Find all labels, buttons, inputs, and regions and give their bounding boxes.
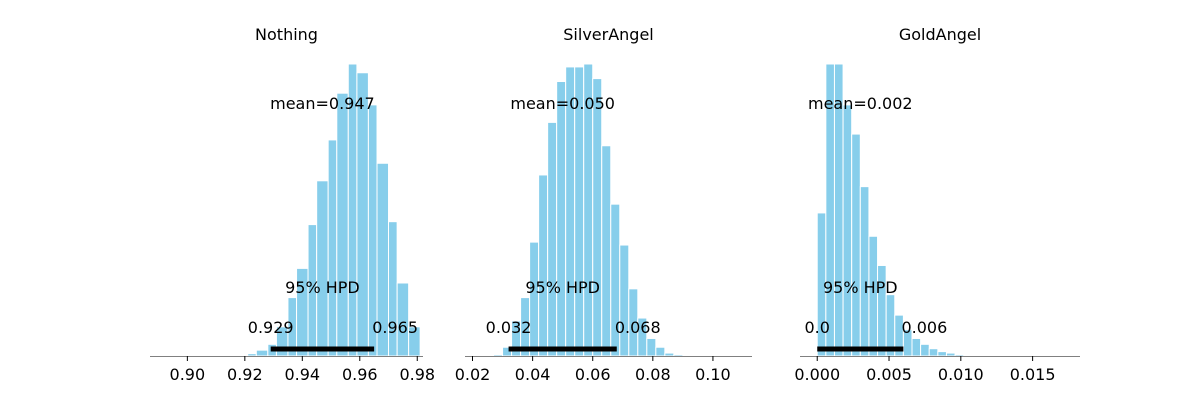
histogram-bar: [336, 92, 349, 357]
mean-label: mean=0.947: [270, 94, 375, 113]
x-tick-label: 0.06: [575, 365, 611, 384]
histogram-bar: [945, 352, 956, 357]
histogram-bar: [255, 349, 269, 357]
hpd-high-label: 0.068: [615, 318, 661, 337]
histogram-bar: [327, 139, 338, 357]
hpd-high-label: 0.965: [372, 318, 418, 337]
histogram-bar: [664, 352, 675, 357]
panel-silverangel: SilverAngel 0.02 0.04 0.06 0.08 0.10 mean=0.05…: [455, 25, 752, 384]
histogram-bar: [247, 353, 257, 357]
histogram-bar: [954, 354, 965, 357]
histogram-bar: [859, 186, 870, 357]
x-tick-label: 0.015: [1010, 365, 1056, 384]
hpd-low-label: 0.032: [486, 318, 532, 337]
x-tick-label: 0.92: [227, 365, 263, 384]
x-tick-label: 0.02: [455, 365, 491, 384]
histogram-bar: [673, 354, 684, 357]
histogram-bar: [928, 348, 939, 357]
panel-goldangel: GoldAngel 0.000 0.005 0.010 0.015 mean=0.002 9…: [794, 25, 1080, 384]
x-tick-label: 0.96: [342, 365, 378, 384]
panel-title: SilverAngel: [563, 25, 653, 44]
histogram-bar: [911, 337, 922, 357]
x-tick-label: 0.10: [695, 365, 731, 384]
histogram-bar: [556, 81, 567, 357]
x-tick-label: 0.08: [635, 365, 671, 384]
histogram-bar: [356, 72, 369, 357]
histogram-bar: [655, 346, 666, 357]
histogram-bar: [538, 174, 549, 357]
hpd-low-label: 0.0: [805, 318, 830, 337]
x-tick-label: 0.94: [284, 365, 320, 384]
histogram-bar: [937, 351, 947, 357]
histogram-bar: [235, 354, 249, 357]
x-tick-label: 0.005: [866, 365, 912, 384]
histogram-bar: [920, 343, 930, 357]
x-tick-label: 0.98: [399, 365, 435, 384]
histogram-bar: [529, 241, 540, 357]
histogram-bar: [592, 78, 603, 357]
histogram-bar: [316, 180, 329, 357]
panel-nothing: Nothing 0.90 0.92 0.94 0.96 0.98 mean=0.947 95%…: [150, 25, 435, 384]
histogram-bar: [646, 337, 657, 357]
hpd-label: 95% HPD: [285, 278, 360, 297]
histogram-bar: [851, 133, 861, 357]
hpd-low-label: 0.929: [248, 318, 294, 337]
panel-title: Nothing: [255, 25, 318, 44]
histogram-bar: [619, 244, 630, 357]
x-tick-label: 0.04: [515, 365, 551, 384]
histogram-bar: [601, 145, 612, 357]
hpd-label: 95% HPD: [823, 278, 898, 297]
histogram-bar: [547, 121, 558, 357]
x-tick-label: 0.000: [794, 365, 840, 384]
x-tick-label: 0.90: [170, 365, 206, 384]
hpd-label: 95% HPD: [525, 278, 600, 297]
histogram-bar: [842, 104, 853, 357]
histogram-bar: [493, 354, 504, 357]
mean-label: mean=0.002: [808, 94, 913, 113]
mean-label: mean=0.050: [510, 94, 615, 113]
x-tick-label: 0.010: [938, 365, 984, 384]
hpd-high-label: 0.006: [901, 318, 947, 337]
panel-title: GoldAngel: [899, 25, 981, 44]
